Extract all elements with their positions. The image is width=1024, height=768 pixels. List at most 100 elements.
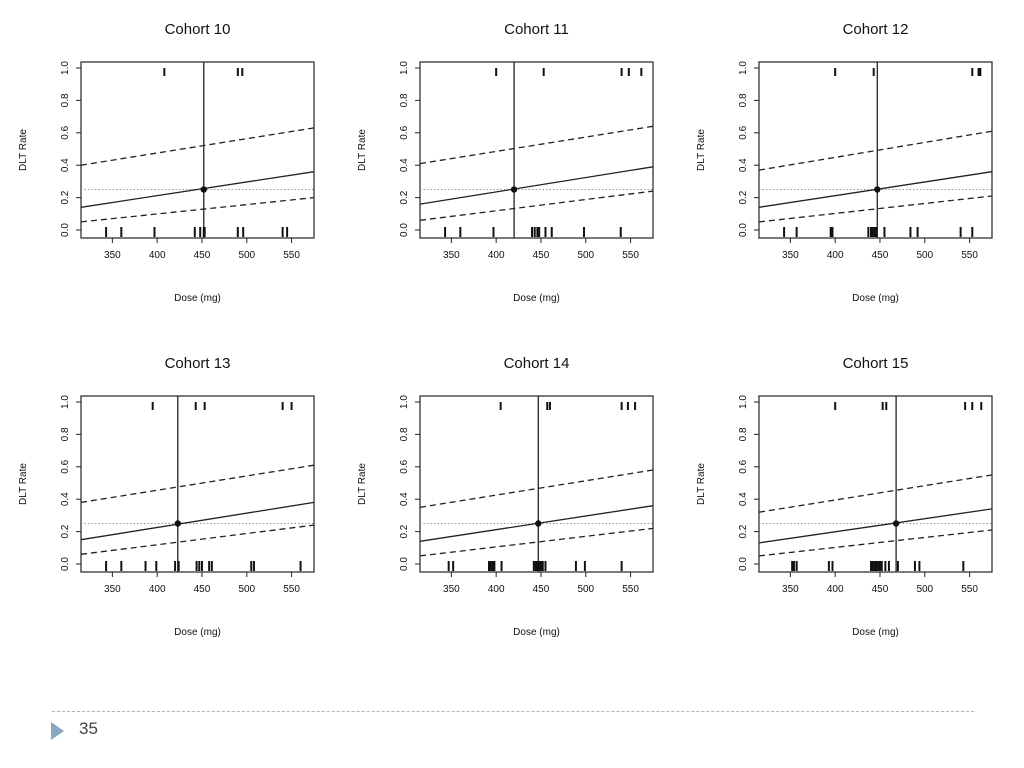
credible-bound-line [419,190,654,221]
x-tick-label: 450 [194,250,211,261]
y-tick-label: 0.6 [399,459,410,473]
x-axis-label: Dose (mg) [513,627,560,638]
y-tick-label: 0.0 [60,557,71,571]
y-tick-label: 0.6 [60,459,71,473]
plot-frame [758,395,993,573]
y-axis-label: DLT Rate [357,129,368,171]
credible-bound-line [758,130,993,171]
credible-bound-line [758,195,993,223]
y-tick-label: 0.2 [738,190,749,204]
recommended-dose-point [200,186,207,193]
y-tick-label: 0.6 [738,459,749,473]
y-tick-label: 0.0 [738,223,749,237]
x-tick-label: 450 [194,584,211,595]
chart-title: Cohort 15 [843,355,909,372]
x-tick-label: 350 [104,584,121,595]
x-tick-label: 550 [622,250,639,261]
x-tick-label: 400 [149,584,166,595]
y-tick-label: 1.0 [60,395,71,409]
y-tick-label: 1.0 [738,395,749,409]
recommended-dose-point [874,186,881,193]
y-tick-label: 1.0 [399,61,410,75]
recommended-dose-point [535,520,542,527]
x-tick-label: 500 [916,584,933,595]
page-number: 35 [79,719,98,738]
y-tick-label: 0.2 [399,190,410,204]
y-tick-label: 0.0 [738,557,749,571]
cohort-panel: Cohort 10 0.0 0.2 0.4 0.6 0.8 1.0 350 400 450 500 5… [18,21,315,304]
y-tick-label: 0.8 [738,427,749,441]
x-tick-label: 350 [443,584,460,595]
recommended-dose-point [174,520,181,527]
chart-title: Cohort 10 [165,21,231,38]
x-axis-label: Dose (mg) [852,627,899,638]
y-tick-label: 1.0 [60,61,71,75]
y-tick-label: 0.0 [60,223,71,237]
plot-frame [80,61,315,239]
y-tick-label: 0.2 [60,190,71,204]
cohort-panel: Cohort 14 0.0 0.2 0.4 0.6 0.8 1.0 350 400 450 500 5… [357,355,654,638]
y-tick-label: 0.6 [60,125,71,139]
x-tick-label: 500 [577,584,594,595]
x-tick-label: 400 [149,250,166,261]
x-tick-label: 500 [916,250,933,261]
x-axis-label: Dose (mg) [174,293,221,304]
y-axis-label: DLT Rate [696,129,707,171]
x-tick-label: 450 [533,250,550,261]
x-tick-label: 550 [283,584,300,595]
y-axis-label: DLT Rate [18,463,29,505]
chart-title: Cohort 14 [504,355,570,372]
credible-bound-line [80,127,315,166]
y-tick-label: 0.4 [399,158,410,172]
y-tick-label: 0.6 [738,125,749,139]
y-tick-label: 0.6 [399,125,410,139]
x-tick-label: 550 [961,584,978,595]
y-tick-label: 0.2 [399,524,410,538]
x-tick-label: 500 [577,250,594,261]
y-tick-label: 0.4 [60,492,71,506]
x-tick-label: 550 [961,250,978,261]
x-tick-label: 400 [827,250,844,261]
y-tick-label: 0.4 [399,492,410,506]
plot-frame [80,395,315,573]
x-axis-label: Dose (mg) [174,627,221,638]
plot-frame [419,61,654,239]
chart-title: Cohort 13 [165,355,231,372]
cohort-panel: Cohort 11 0.0 0.2 0.4 0.6 0.8 1.0 350 400 450 500 5… [357,21,654,304]
y-tick-label: 0.0 [399,223,410,237]
x-axis-label: Dose (mg) [852,293,899,304]
credible-bound-line [80,524,315,555]
y-axis-label: DLT Rate [18,129,29,171]
y-tick-label: 0.2 [60,524,71,538]
y-tick-label: 1.0 [738,61,749,75]
y-tick-label: 0.4 [738,158,749,172]
plot-frame [758,61,993,239]
credible-bound-line [80,196,315,223]
x-tick-label: 500 [238,250,255,261]
dose-response-curve [758,508,993,544]
x-tick-label: 350 [782,250,799,261]
x-tick-label: 450 [872,250,889,261]
credible-bound-line [80,464,315,504]
x-tick-label: 350 [782,584,799,595]
credible-bound-line [758,474,993,513]
dose-response-curve [419,166,654,205]
cohort-panel: Cohort 13 0.0 0.2 0.4 0.6 0.8 1.0 350 400 450 500 5… [18,355,315,638]
y-tick-label: 0.8 [60,93,71,107]
y-tick-label: 0.8 [738,93,749,107]
plot-frame [419,395,654,573]
x-tick-label: 350 [443,250,460,261]
chart-title: Cohort 11 [504,21,569,38]
x-tick-label: 450 [872,584,889,595]
cohort-panel: Cohort 15 0.0 0.2 0.4 0.6 0.8 1.0 350 400 450 500 5… [696,355,993,638]
y-tick-label: 0.4 [60,158,71,172]
x-tick-label: 450 [533,584,550,595]
x-tick-label: 400 [488,584,505,595]
x-tick-label: 500 [238,584,255,595]
y-tick-label: 0.8 [399,427,410,441]
x-tick-label: 350 [104,250,121,261]
y-axis-label: DLT Rate [696,463,707,505]
y-tick-label: 0.2 [738,524,749,538]
chart-title: Cohort 12 [843,21,909,38]
